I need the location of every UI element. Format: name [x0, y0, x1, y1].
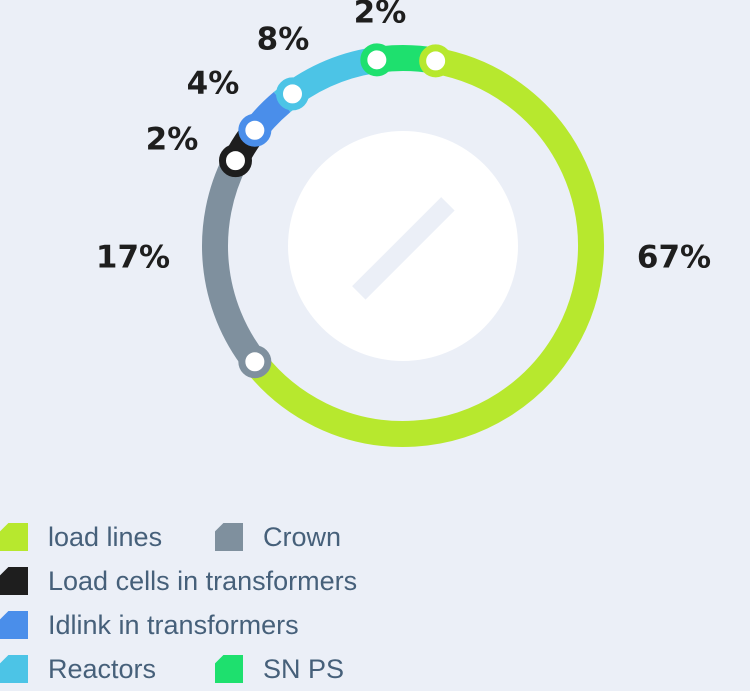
legend-swatch — [215, 655, 243, 683]
legend-swatch — [0, 611, 28, 639]
legend-label: Idlink in transformers — [48, 609, 299, 640]
percentage-label: 67% — [637, 240, 711, 276]
ring-segment-crown — [202, 154, 266, 370]
legend-label: Load cells in transformers — [48, 565, 358, 596]
segment-marker — [238, 345, 272, 379]
legend-label: Reactors — [48, 653, 157, 684]
legend-swatch — [0, 567, 28, 595]
legend-item: Idlink in transformers — [0, 603, 299, 647]
percentage-label: 2% — [146, 122, 199, 158]
percentage-label: 8% — [257, 22, 310, 58]
percentage-label: 4% — [187, 66, 240, 102]
slash-icon — [352, 197, 455, 300]
segment-marker — [218, 144, 252, 178]
legend-label: Crown — [263, 521, 342, 552]
legend-item: Reactors — [0, 647, 156, 691]
legend-label: SN PS — [263, 653, 345, 684]
percentage-label: 2% — [354, 0, 407, 31]
legend-item: Load cells in transformers — [0, 559, 357, 603]
segment-marker — [360, 43, 394, 77]
ring-segment-load-lines — [244, 48, 604, 447]
legend-swatch — [0, 523, 28, 551]
legend-swatch — [215, 523, 243, 551]
percentage-label: 17% — [96, 240, 170, 276]
percentage-labels: 67% 17% 2% 4% 8% 2% — [96, 0, 711, 276]
legend-label: load lines — [48, 521, 163, 552]
ring-chart: 67% 17% 2% 4% 8% 2% — [96, 0, 711, 447]
segment-markers — [218, 43, 453, 379]
legend-item: SN PS — [215, 647, 344, 691]
legend-item: Crown — [215, 515, 341, 559]
segment-marker — [276, 77, 309, 111]
legend-item: load lines — [0, 515, 162, 559]
legend-swatch — [0, 655, 28, 683]
segment-marker — [238, 113, 272, 147]
segment-marker — [419, 44, 453, 78]
